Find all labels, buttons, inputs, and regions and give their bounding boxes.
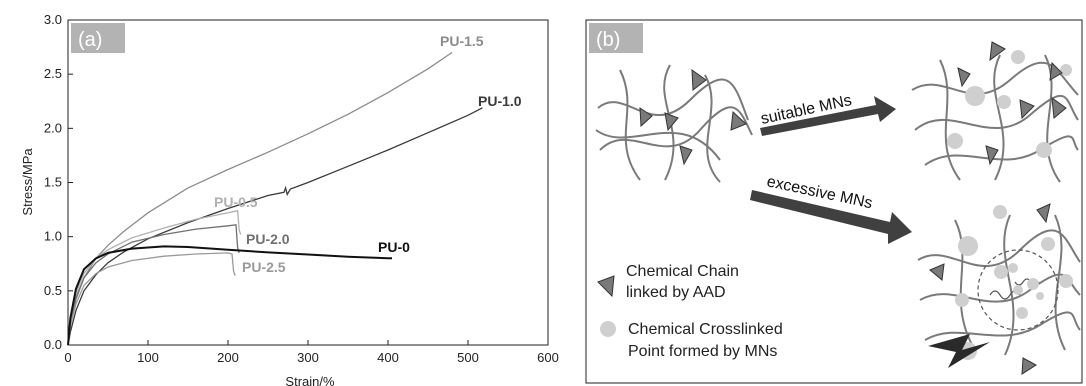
- triangle-marker: [985, 145, 999, 166]
- triangles-excessive: [929, 203, 1051, 375]
- panel-b-tag-bg: [589, 23, 643, 53]
- x-tick-label: 300: [297, 350, 319, 365]
- circle-marker: [958, 236, 978, 256]
- legend-triangle-line1: Chemical Chain: [626, 263, 739, 280]
- triangle-marker: [679, 145, 693, 166]
- triangle-marker: [989, 41, 1006, 62]
- label-pu-2-0: PU-2.0: [246, 231, 290, 247]
- aggregation-zone: [977, 249, 1059, 331]
- x-tick-label: 500: [457, 350, 479, 365]
- panel-a-tag-bg: [71, 23, 125, 53]
- legend-circle-line2: Point formed by MNs: [628, 343, 777, 360]
- y-tick-label: 1.0: [44, 229, 62, 244]
- circle-marker: [955, 293, 969, 307]
- circle-marker: [1036, 142, 1052, 158]
- circle-marker: [1027, 278, 1039, 290]
- circle-marker: [965, 86, 985, 106]
- circle-marker: [1036, 292, 1044, 300]
- mechanism-schematic: (b) suitable MNs: [585, 19, 1083, 384]
- circle-marker: [997, 95, 1011, 109]
- arrow-shape: [750, 190, 912, 244]
- x-tick-label: 100: [137, 350, 159, 365]
- circle-marker: [994, 265, 1008, 279]
- triangle-marker: [1036, 203, 1051, 224]
- circles-excessive: [955, 205, 1073, 360]
- triangle-marker: [639, 107, 653, 128]
- circles-suitable: [947, 50, 1072, 158]
- series-line-pu-1-0: [67, 107, 483, 346]
- y-axis: 0.0 0.5 1.0 1.5 2.0 2.5 3.0: [44, 12, 73, 352]
- y-tick-label: 0.0: [44, 337, 62, 352]
- circle-marker: [1013, 285, 1023, 295]
- triangles-initial: [639, 68, 747, 166]
- triangle-marker: [1049, 61, 1063, 81]
- circle-marker: [1008, 263, 1018, 273]
- y-tick-label: 1.5: [44, 175, 62, 190]
- label-pu-0-5: PU-0.5: [214, 194, 258, 210]
- label-pu-0: PU-0: [378, 239, 410, 255]
- circle-marker: [993, 205, 1007, 219]
- triangles-suitable: [957, 41, 1067, 166]
- triangle-marker: [664, 112, 679, 132]
- legend-triangle-line2: linked by AAD: [626, 284, 726, 301]
- y-tick-label: 2.5: [44, 66, 62, 81]
- triangle-marker: [1021, 357, 1037, 375]
- crack-icon: [928, 334, 990, 368]
- triangle-marker: [1019, 99, 1035, 120]
- x-tick-label: 400: [377, 350, 399, 365]
- schematic-frame: [585, 19, 1083, 384]
- triangle-marker: [929, 263, 945, 281]
- circle-marker: [1016, 307, 1028, 319]
- circle-marker: [1059, 274, 1073, 288]
- circle-legend-icon: [600, 321, 616, 337]
- x-tick-label: 200: [217, 350, 239, 365]
- series-line-pu-2-5: [67, 252, 236, 346]
- series-line-pu-2-0: [67, 224, 240, 346]
- label-pu-1-5: PU-1.5: [440, 33, 484, 49]
- stress-strain-chart: 0.0 0.5 1.0 1.5 2.0 2.5 3.0 0 100 200 300 400 500 60…: [20, 12, 559, 386]
- label-pu-2-5: PU-2.5: [242, 259, 286, 275]
- y-tick-label: 0.5: [44, 283, 62, 298]
- x-axis: 0 100 200 300 400 500 600: [64, 340, 559, 365]
- triangle-marker: [730, 110, 747, 131]
- x-tick-label: 600: [537, 350, 559, 365]
- x-tick-label: 0: [64, 350, 71, 365]
- schematic-legend: Chemical Chain linked by AAD Chemical Cr…: [597, 263, 783, 360]
- panel-a-tag: (a): [78, 29, 102, 51]
- y-axis-title: Stress/MPa: [20, 148, 35, 216]
- triangle-legend-icon: [597, 275, 615, 298]
- triangle-marker: [1051, 96, 1067, 119]
- triangle-marker: [957, 67, 971, 88]
- y-tick-label: 2.0: [44, 120, 62, 135]
- series-group: [67, 51, 483, 346]
- label-pu-1-0: PU-1.0: [478, 93, 522, 109]
- series-line-pu-0: [67, 245, 392, 346]
- panel-b-tag: (b): [596, 29, 620, 51]
- y-tick-label: 3.0: [44, 12, 62, 27]
- circle-marker: [1041, 237, 1055, 251]
- arrow-shape: [760, 96, 896, 136]
- legend-circle-line1: Chemical Crosslinked: [628, 321, 783, 338]
- triangle-marker: [691, 68, 707, 91]
- circle-marker: [947, 133, 963, 149]
- x-axis-title: Strain/%: [285, 374, 335, 386]
- circle-marker: [1011, 50, 1025, 64]
- circle-marker: [1060, 64, 1072, 76]
